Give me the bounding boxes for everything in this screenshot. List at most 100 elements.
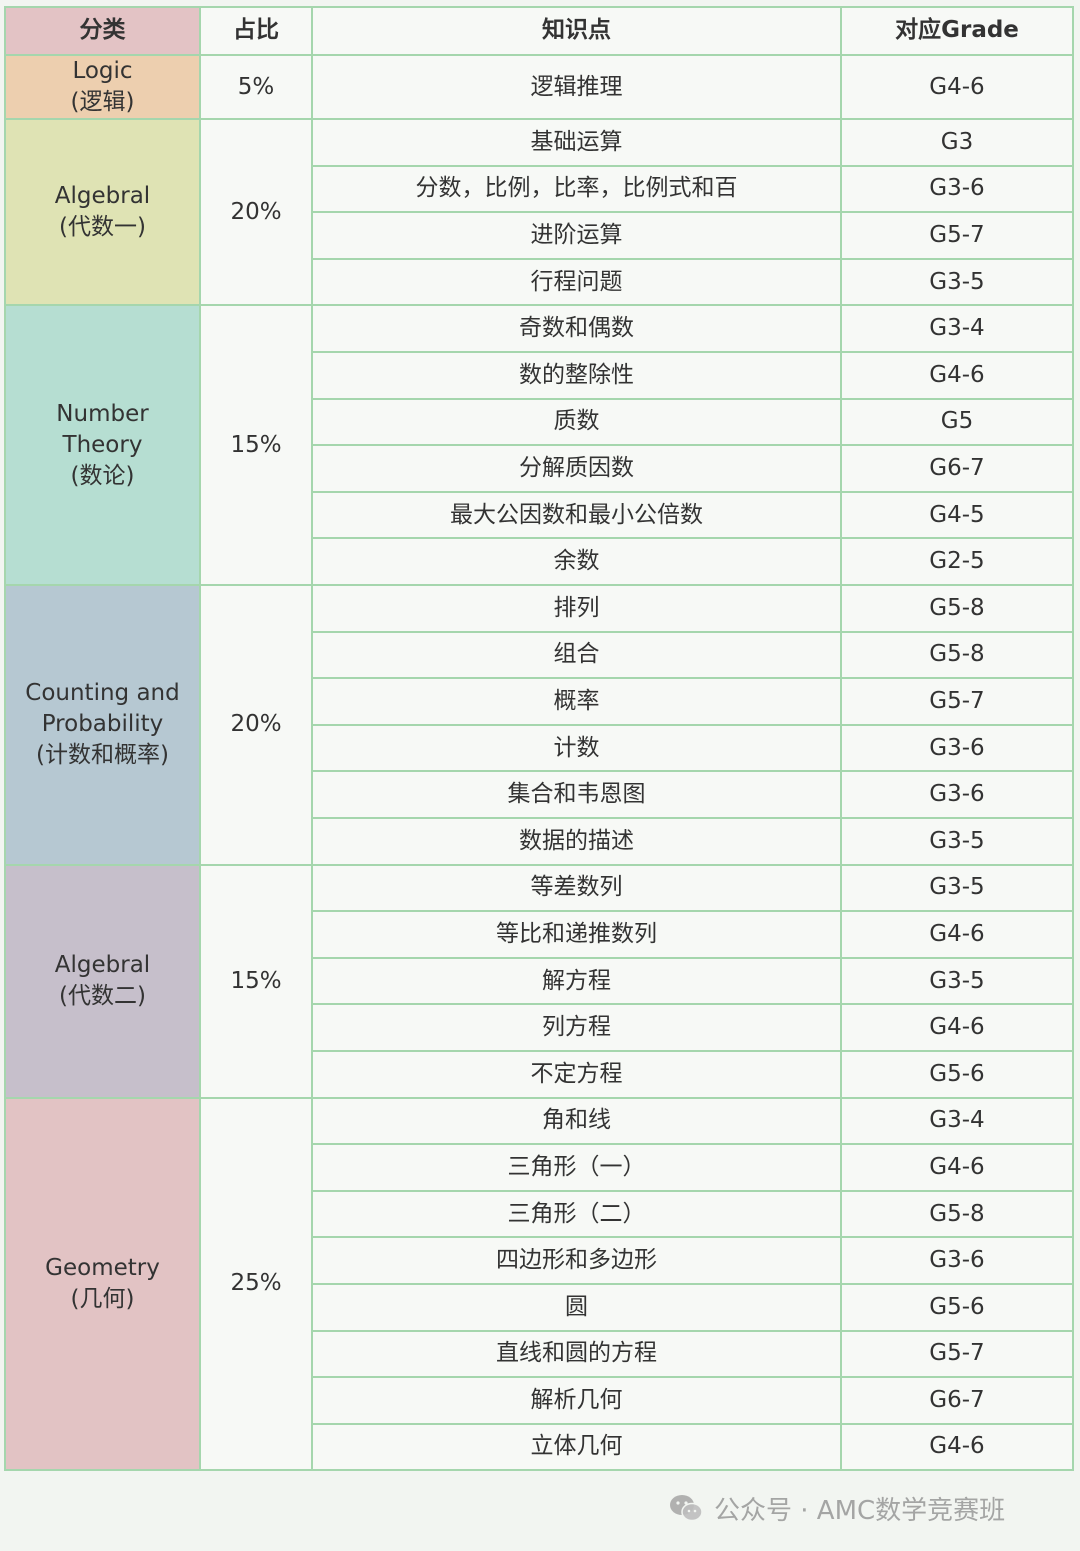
category-name-line: Number: [6, 399, 199, 430]
watermark-text: 公众号 · AMC数学竞赛班: [714, 1490, 1005, 1527]
grade-cell: G3-6: [841, 725, 1073, 772]
grade-cell: G5-8: [841, 1191, 1073, 1238]
percentage-cell: 5%: [200, 55, 312, 119]
topic-cell: 直线和圆的方程: [312, 1331, 841, 1378]
header-row: 分类 占比 知识点 对应Grade: [5, 7, 1073, 55]
grade-cell: G4-6: [841, 1144, 1073, 1191]
percentage-cell: 20%: [200, 585, 312, 865]
category-name-line: Geometry: [6, 1253, 199, 1284]
grade-cell: G3-6: [841, 771, 1073, 818]
grade-cell: G3-5: [841, 958, 1073, 1005]
grade-cell: G3-4: [841, 305, 1073, 352]
category-cell: Geometry (几何): [5, 1098, 200, 1471]
topic-cell: 解方程: [312, 958, 841, 1005]
grade-cell: G3-4: [841, 1098, 1073, 1145]
category-name-line: (计数和概率): [6, 740, 199, 771]
grade-cell: G3-5: [841, 865, 1073, 912]
grade-cell: G3-5: [841, 818, 1073, 865]
grade-cell: G5-6: [841, 1051, 1073, 1098]
table-row: Counting and Probability (计数和概率) 20% 排列 G5-8: [5, 585, 1073, 632]
grade-cell: G4-6: [841, 352, 1073, 399]
grade-cell: G6-7: [841, 1377, 1073, 1424]
topic-cell: 角和线: [312, 1098, 841, 1145]
grade-cell: G4-6: [841, 1004, 1073, 1051]
topic-cell: 不定方程: [312, 1051, 841, 1098]
grade-cell: G5-7: [841, 1331, 1073, 1378]
table-row: Logic (逻辑) 5% 逻辑推理 G4-6: [5, 55, 1073, 119]
category-name-line: Algebral: [6, 181, 199, 212]
grade-cell: G5-6: [841, 1284, 1073, 1331]
table-row: Algebral (代数一) 20% 基础运算 G3: [5, 119, 1073, 166]
topic-cell: 进阶运算: [312, 212, 841, 259]
category-cell: Algebral (代数一): [5, 119, 200, 305]
topic-cell: 行程问题: [312, 259, 841, 306]
header-grade: 对应Grade: [841, 7, 1073, 55]
percentage-cell: 20%: [200, 119, 312, 305]
topic-cell: 分解质因数: [312, 445, 841, 492]
topic-cell: 等差数列: [312, 865, 841, 912]
grade-cell: G2-5: [841, 538, 1073, 585]
category-name-line: Algebral: [6, 950, 199, 981]
topic-cell: 逻辑推理: [312, 55, 841, 119]
category-name-line: (几何): [6, 1284, 199, 1315]
grade-cell: G4-6: [841, 55, 1073, 119]
category-cell: Algebral (代数二): [5, 865, 200, 1098]
percentage-cell: 15%: [200, 305, 312, 585]
topic-cell: 等比和递推数列: [312, 911, 841, 958]
topic-cell: 概率: [312, 678, 841, 725]
grade-cell: G5-7: [841, 212, 1073, 259]
grade-cell: G6-7: [841, 445, 1073, 492]
grade-cell: G4-5: [841, 492, 1073, 539]
table-row: Algebral (代数二) 15% 等差数列 G3-5: [5, 865, 1073, 912]
category-cell: Number Theory (数论): [5, 305, 200, 585]
topic-cell: 最大公因数和最小公倍数: [312, 492, 841, 539]
topic-cell: 四边形和多边形: [312, 1237, 841, 1284]
topic-cell: 余数: [312, 538, 841, 585]
topic-cell: 计数: [312, 725, 841, 772]
grade-cell: G5: [841, 399, 1073, 446]
grade-cell: G3-5: [841, 259, 1073, 306]
percentage-cell: 25%: [200, 1098, 312, 1471]
topic-cell: 组合: [312, 632, 841, 679]
category-name-line: (代数一): [6, 212, 199, 243]
topic-cell: 圆: [312, 1284, 841, 1331]
header-category: 分类: [5, 7, 200, 55]
table-body: Logic (逻辑) 5% 逻辑推理 G4-6 Algebral (代数一) 20% 基础运算 G…: [5, 55, 1073, 1470]
grade-cell: G3: [841, 119, 1073, 166]
topic-cell: 立体几何: [312, 1424, 841, 1471]
topic-cell: 数的整除性: [312, 352, 841, 399]
category-cell: Logic (逻辑): [5, 55, 200, 119]
amc-topic-table: 分类 占比 知识点 对应Grade Logic (逻辑) 5% 逻辑推理 G4-6 Alg…: [4, 6, 1074, 1471]
percentage-cell: 15%: [200, 865, 312, 1098]
watermark: 公众号 · AMC数学竞赛班: [668, 1488, 1005, 1528]
grade-cell: G5-8: [841, 585, 1073, 632]
category-name-line: Logic: [6, 56, 199, 87]
grade-cell: G3-6: [841, 166, 1073, 213]
category-name-line: Theory: [6, 430, 199, 461]
grade-cell: G3-6: [841, 1237, 1073, 1284]
grade-cell: G4-6: [841, 1424, 1073, 1471]
grade-cell: G5-8: [841, 632, 1073, 679]
topic-cell: 排列: [312, 585, 841, 632]
topic-cell: 解析几何: [312, 1377, 841, 1424]
category-name-line: (逻辑): [6, 87, 199, 118]
wechat-icon: [668, 1493, 704, 1523]
category-name-line: (数论): [6, 461, 199, 492]
topic-cell: 数据的描述: [312, 818, 841, 865]
topic-cell: 质数: [312, 399, 841, 446]
topic-cell: 分数，比例，比率，比例式和百: [312, 166, 841, 213]
topic-cell: 列方程: [312, 1004, 841, 1051]
category-name-line: (代数二): [6, 981, 199, 1012]
topic-cell: 三角形（二）: [312, 1191, 841, 1238]
category-cell: Counting and Probability (计数和概率): [5, 585, 200, 865]
topic-cell: 基础运算: [312, 119, 841, 166]
table-row: Number Theory (数论) 15% 奇数和偶数 G3-4: [5, 305, 1073, 352]
header-percentage: 占比: [200, 7, 312, 55]
header-topic: 知识点: [312, 7, 841, 55]
category-name-line: Probability: [6, 709, 199, 740]
topic-cell: 集合和韦恩图: [312, 771, 841, 818]
category-name-line: Counting and: [6, 678, 199, 709]
table-row: Geometry (几何) 25% 角和线 G3-4: [5, 1098, 1073, 1145]
topic-cell: 三角形（一）: [312, 1144, 841, 1191]
